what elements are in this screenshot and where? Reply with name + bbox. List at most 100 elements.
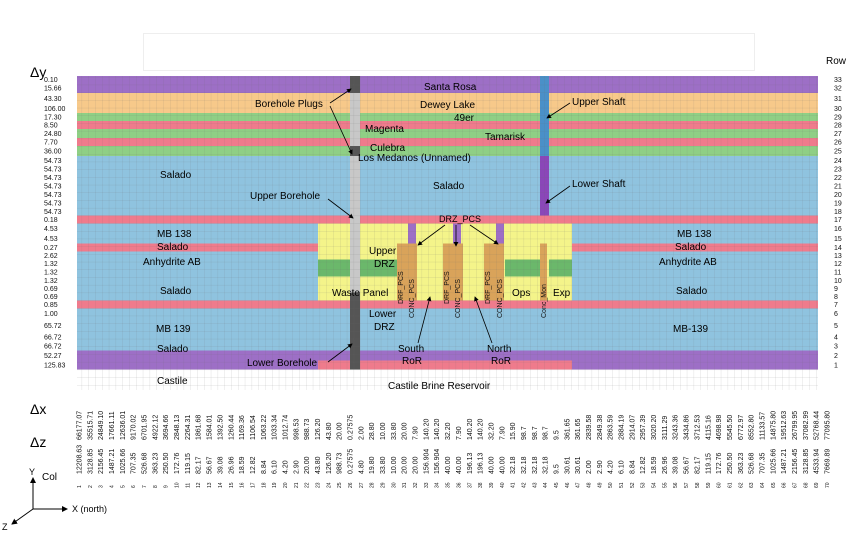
dx-tick-51: 2884.19 [619,415,626,440]
dx-tick-20: 1012.74 [282,415,289,440]
dx-tick-58: 3712.53 [694,415,701,440]
row-tick-27: 27 [834,131,842,138]
col-tick-14: 14 [218,482,224,488]
dz-tick-32: 20.00 [413,456,420,474]
col-tick-33: 33 [424,482,430,488]
col-tick-18: 18 [261,482,267,488]
col-tick-19: 19 [272,482,278,488]
dx-tick-11: 2264.31 [185,415,192,440]
dz-tick-33: 156.904 [423,449,430,474]
col-tick-6: 6 [131,485,137,488]
dy-tick-3: 66.72 [44,344,62,351]
orientation-axes: Y X (north) Z [2,467,107,532]
label-lower-drz-1: Lower [369,309,397,320]
col-tick-30: 30 [391,482,397,488]
dz-tick-21: 2.90 [293,460,300,474]
label-waste-panel: Waste Panel [332,288,388,299]
row-tick-26: 26 [834,140,842,147]
dx-tick-3: 24849.10 [98,411,105,440]
dy-tick-33: 0.10 [44,77,58,84]
row-tick-20: 20 [834,192,842,199]
row-tick-19: 19 [834,200,842,207]
col-tick-50: 50 [608,482,614,488]
dz-tick-36: 40.00 [456,456,463,474]
dx-tick-59: 4115.16 [705,415,712,440]
dz-tick-13: 56.67 [207,456,214,474]
dy-tick-4: 66.72 [44,335,62,342]
dy-tick-30: 106.00 [44,106,66,113]
dx-tick-29: 10.00 [380,422,387,440]
dy-tick-19: 54.73 [44,200,62,207]
col-tick-4: 4 [110,485,116,488]
row-tick-18: 18 [834,209,842,216]
row-tick-9: 9 [834,286,838,293]
dy-tick-7: 0.85 [44,302,58,309]
dy-tick-21: 54.73 [44,183,62,190]
row-tick-16: 16 [834,226,842,233]
column-tick-labels: 66177.07 12208.63 1 35515.71 3128.85 2 24849.1… [77,411,832,488]
label-tamarisk: Tamarisk [485,132,526,143]
label-los-medanos: Los Medanos (Unnamed) [358,153,471,164]
dz-tick-62: 363.23 [738,452,745,474]
dx-tick-42: 98.7 [521,426,528,440]
col-tick-63: 63 [749,482,755,488]
col-tick-40: 40 [500,482,506,488]
dy-tick-25: 36.00 [44,149,62,156]
dy-tick-13: 2.62 [44,253,58,260]
row-tick-1: 1 [834,363,838,370]
dz-tick-7: 526.68 [142,452,149,474]
dy-tick-27: 24.80 [44,131,62,138]
col-tick-38: 38 [478,482,484,488]
dx-tick-16: 1169.36 [239,415,246,440]
dy-tick-23: 54.73 [44,166,62,173]
dx-tick-50: 2863.59 [608,415,615,440]
label-salado-left-upper: Salado [160,170,192,181]
row-tick-5: 5 [834,323,838,330]
col-tick-69: 69 [814,482,820,488]
callout-lower-shaft: Lower Shaft [572,179,626,190]
dy-tick-2: 52.27 [44,353,62,360]
dy-tick-9: 0.69 [44,286,58,293]
dy-tick-28: 8.50 [44,123,58,130]
col-tick-26: 26 [348,482,354,488]
dy-tick-14: 0.27 [44,245,58,252]
dz-tick-22: 20.00 [304,456,311,474]
col-tick-62: 62 [738,482,744,488]
col-tick-53: 53 [641,482,647,488]
dz-tick-43: 32.18 [532,456,539,474]
dz-tick-64: 707.35 [759,452,766,474]
label-castile-brine: Castile Brine Reservoir [388,381,491,392]
row-tick-10: 10 [834,278,842,285]
dz-tick-30: 10.00 [391,456,398,474]
row-tick-22: 22 [834,175,842,182]
label-drf-pcs-2: DRF_PCS [444,271,451,304]
label-salado-left-mid: Salado [157,242,189,253]
label-upper-drz-2: DRZ [374,259,395,270]
dz-tick-20: 4.20 [282,460,289,474]
label-conc-pcs-2: CONC_PCS [455,279,462,318]
label-mb139-left: MB 139 [156,324,191,335]
dz-tick-14: 39.08 [217,456,224,474]
dx-tick-19: 1033.34 [272,415,279,440]
row-tick-32: 32 [834,86,842,93]
dz-tick-4: 1487.21 [109,449,116,474]
col-tick-25: 25 [337,482,343,488]
col-tick-46: 46 [565,482,571,488]
dx-tick-37: 140.20 [467,418,474,440]
col-tick-21: 21 [294,482,300,488]
dz-tick-27: 4.80 [358,460,365,474]
label-mb139-right: MB-139 [673,324,708,335]
col-tick-66: 66 [782,482,788,488]
dz-tick-10: 172.76 [174,452,181,474]
row-tick-29: 29 [834,115,842,122]
callout-north-ror-1: North [487,344,511,355]
col-tick-48: 48 [587,482,593,488]
label-castile: Castile [157,376,188,387]
row-tick-2: 2 [834,353,838,360]
dz-tick-66: 1487.21 [781,449,788,474]
label-salado-left-lower: Salado [157,344,189,355]
dy-tick-29: 17.30 [44,115,62,122]
dz-tick-40: 40.00 [499,456,506,474]
label-salado-right-repo: Salado [676,286,708,297]
col-tick-44: 44 [543,482,549,488]
